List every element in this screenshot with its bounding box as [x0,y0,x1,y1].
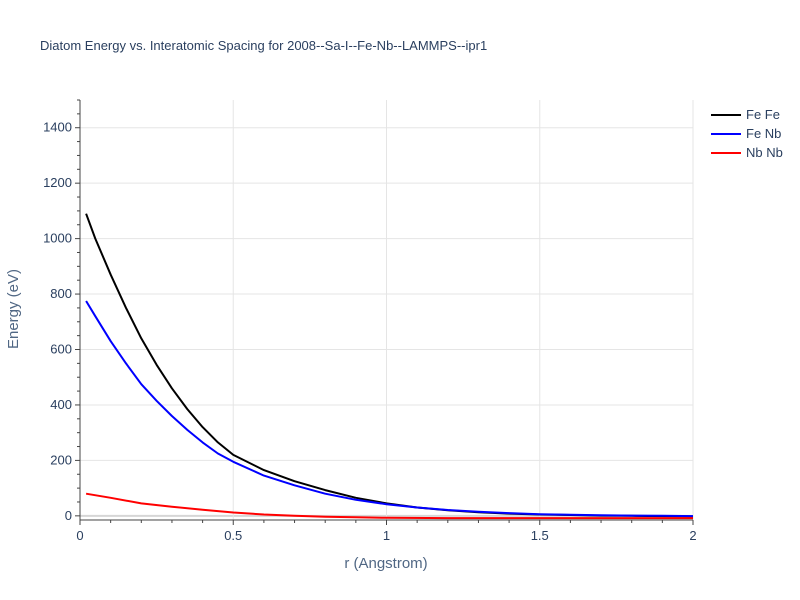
legend-label: Nb Nb [746,145,783,160]
y-tick-label: 800 [50,286,72,301]
series-line-fe-nb [85,300,694,518]
series-line-nb-nb [85,492,693,520]
x-tick-label: 1.5 [531,528,549,543]
y-tick-label: 1400 [43,120,72,135]
x-tick-label: 2 [689,528,696,543]
y-tick-label: 400 [50,397,72,412]
legend: Fe Fe Fe Nb Nb Nb [711,107,783,160]
y-tick-label: 600 [50,342,72,357]
x-tick-label: 0 [76,528,83,543]
grid [80,100,694,520]
chart-title: Diatom Energy vs. Interatomic Spacing fo… [40,38,487,53]
legend-label: Fe Nb [746,126,781,141]
legend-label: Fe Fe [746,107,780,122]
y-tick-label: 0 [65,508,72,523]
x-tick-label: 1 [383,528,390,543]
y-tick-label: 1200 [43,175,72,190]
y-tick-label: 200 [50,452,72,467]
series-line-fe-fe [85,213,694,518]
x-tick-label: 0.5 [224,528,242,543]
y-tick-label: 1000 [43,231,72,246]
axes: 0 200 400 600 800 1000 1200 1400 0 0.5 1 1.5 2 [43,99,697,543]
x-axis-label: r (Angstrom) [344,555,427,572]
y-axis-label: Energy (eV) [5,269,22,349]
plot-area [85,213,694,520]
